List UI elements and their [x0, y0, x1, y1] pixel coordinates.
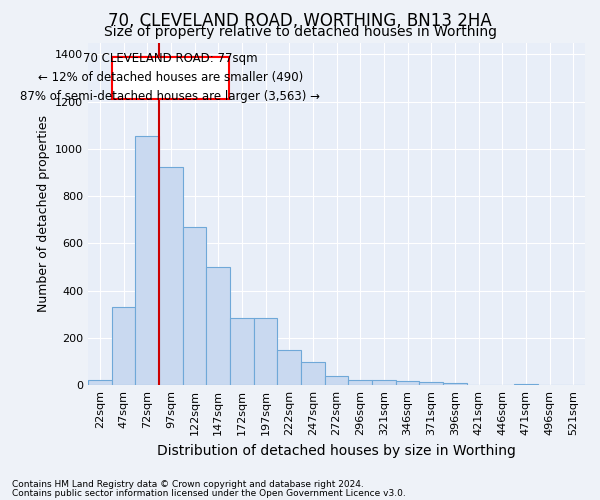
Text: Size of property relative to detached houses in Worthing: Size of property relative to detached ho… [104, 25, 497, 39]
Text: Contains HM Land Registry data © Crown copyright and database right 2024.: Contains HM Land Registry data © Crown c… [12, 480, 364, 489]
Bar [395, 381, 419, 385]
Bar [419, 382, 443, 385]
Bar [325, 376, 349, 385]
Bar [230, 318, 254, 385]
Text: 70, CLEVELAND ROAD, WORTHING, BN13 2HA: 70, CLEVELAND ROAD, WORTHING, BN13 2HA [108, 12, 492, 30]
Bar [112, 307, 136, 385]
X-axis label: Distribution of detached houses by size in Worthing: Distribution of detached houses by size … [157, 444, 516, 458]
Bar [206, 267, 230, 385]
Bar [301, 362, 325, 385]
Y-axis label: Number of detached properties: Number of detached properties [37, 116, 50, 312]
Text: Contains public sector information licensed under the Open Government Licence v3: Contains public sector information licen… [12, 488, 406, 498]
FancyBboxPatch shape [112, 56, 229, 99]
Bar [372, 380, 395, 385]
Bar [443, 383, 467, 385]
Bar [349, 380, 372, 385]
Bar [159, 166, 183, 385]
Bar [277, 350, 301, 385]
Bar [183, 227, 206, 385]
Text: 70 CLEVELAND ROAD: 77sqm
← 12% of detached houses are smaller (490)
87% of semi-: 70 CLEVELAND ROAD: 77sqm ← 12% of detach… [20, 52, 320, 104]
Bar [254, 318, 277, 385]
Bar [514, 384, 538, 385]
Bar [88, 380, 112, 385]
Bar [136, 136, 159, 385]
